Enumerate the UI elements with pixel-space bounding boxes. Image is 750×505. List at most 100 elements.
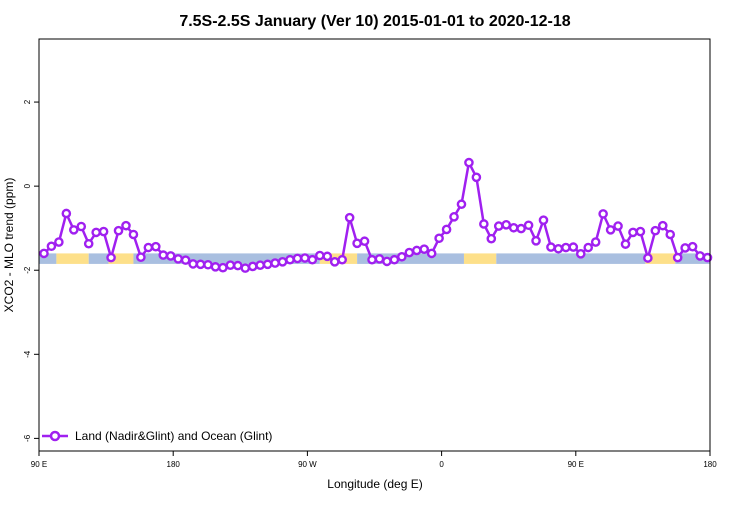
data-point bbox=[54, 237, 64, 247]
y-tick-label: -2 bbox=[23, 266, 32, 274]
data-point bbox=[255, 260, 265, 270]
data-point bbox=[240, 263, 251, 273]
y-axis-title: XCO2 - MLO trend (ppm) bbox=[2, 178, 16, 313]
series-line bbox=[43, 161, 708, 270]
data-point bbox=[434, 233, 444, 244]
data-point bbox=[389, 254, 400, 265]
data-point bbox=[143, 242, 154, 253]
data-point bbox=[173, 254, 183, 264]
data-point bbox=[352, 238, 362, 249]
x-tick-label: 180 bbox=[703, 460, 717, 469]
data-point bbox=[83, 238, 94, 249]
ocean-surface-segment bbox=[39, 253, 57, 264]
data-point bbox=[61, 208, 72, 219]
land-surface-segment bbox=[108, 253, 134, 264]
data-point bbox=[344, 212, 355, 223]
data-point bbox=[46, 241, 57, 252]
data-point bbox=[508, 222, 519, 233]
data-series-layer bbox=[39, 157, 713, 273]
data-point bbox=[605, 225, 616, 235]
y-tick-label: 2 bbox=[23, 99, 32, 104]
x-tick-label: 0 bbox=[439, 460, 444, 469]
data-point bbox=[91, 227, 101, 238]
x-tick-label: 90 W bbox=[298, 460, 317, 469]
x-tick-label: 180 bbox=[167, 460, 181, 469]
plot-frame bbox=[38, 38, 711, 452]
data-point bbox=[151, 241, 161, 252]
x-axis-title: Longitude (deg E) bbox=[327, 477, 422, 491]
data-point bbox=[575, 249, 586, 259]
legend-label: Land (Nadir&Glint) and Ocean (Glint) bbox=[75, 429, 272, 443]
ocean-surface-segment bbox=[496, 253, 646, 264]
data-point bbox=[546, 242, 556, 252]
data-point bbox=[493, 221, 504, 231]
ocean-surface-segment bbox=[357, 253, 464, 264]
data-point bbox=[471, 172, 482, 183]
data-point bbox=[180, 255, 191, 265]
data-point bbox=[687, 241, 698, 252]
data-point bbox=[531, 235, 541, 246]
data-point bbox=[456, 199, 467, 210]
data-point bbox=[382, 256, 392, 267]
data-point bbox=[397, 251, 407, 262]
x-axis: 90 E 180 90 W 0 90 E 180 bbox=[31, 451, 717, 469]
data-point bbox=[449, 212, 459, 222]
data-point bbox=[404, 247, 415, 258]
data-point bbox=[359, 236, 370, 247]
data-point bbox=[590, 237, 601, 247]
data-point bbox=[262, 259, 273, 270]
data-point bbox=[426, 248, 437, 259]
data-point bbox=[218, 262, 228, 273]
land-surface-segment bbox=[56, 253, 89, 264]
data-point bbox=[329, 257, 340, 267]
data-point bbox=[165, 251, 176, 261]
data-point bbox=[479, 219, 489, 229]
data-point bbox=[523, 220, 534, 231]
data-point bbox=[68, 225, 79, 235]
data-point bbox=[315, 250, 325, 261]
data-point bbox=[76, 221, 87, 232]
data-point bbox=[620, 239, 631, 249]
data-point bbox=[702, 252, 713, 263]
data-point bbox=[233, 260, 243, 271]
x-tick-label: 90 E bbox=[31, 460, 47, 469]
x-tick-label: 90 E bbox=[568, 460, 584, 469]
data-point bbox=[486, 233, 497, 244]
data-point bbox=[501, 220, 512, 230]
data-point bbox=[419, 244, 430, 255]
data-point bbox=[695, 251, 705, 261]
legend-point-symbol bbox=[49, 430, 61, 442]
land-surface-segment bbox=[463, 253, 497, 264]
data-point bbox=[158, 250, 169, 260]
ocean-surface-segment bbox=[88, 253, 109, 264]
data-point bbox=[210, 262, 221, 272]
data-point bbox=[613, 221, 623, 231]
data-point bbox=[337, 254, 347, 265]
data-point bbox=[374, 254, 385, 264]
data-point bbox=[300, 253, 310, 263]
data-point bbox=[121, 220, 131, 231]
data-point bbox=[464, 157, 474, 168]
data-point bbox=[203, 259, 213, 270]
data-point bbox=[598, 209, 608, 219]
land-surface-segment bbox=[645, 253, 676, 264]
data-point bbox=[568, 242, 579, 252]
data-point bbox=[643, 253, 653, 263]
data-point bbox=[188, 259, 198, 269]
data-point bbox=[106, 252, 116, 263]
y-tick-label: -6 bbox=[23, 434, 32, 442]
data-point bbox=[98, 226, 109, 237]
data-point bbox=[39, 248, 49, 259]
data-point bbox=[650, 225, 661, 236]
data-point bbox=[635, 226, 646, 237]
data-point bbox=[561, 242, 571, 253]
data-point bbox=[657, 220, 668, 231]
data-point bbox=[680, 243, 690, 253]
data-point bbox=[411, 245, 422, 256]
data-point bbox=[322, 251, 333, 262]
ocean-surface-segment bbox=[675, 253, 710, 264]
data-point bbox=[538, 215, 549, 225]
data-point bbox=[367, 254, 377, 265]
